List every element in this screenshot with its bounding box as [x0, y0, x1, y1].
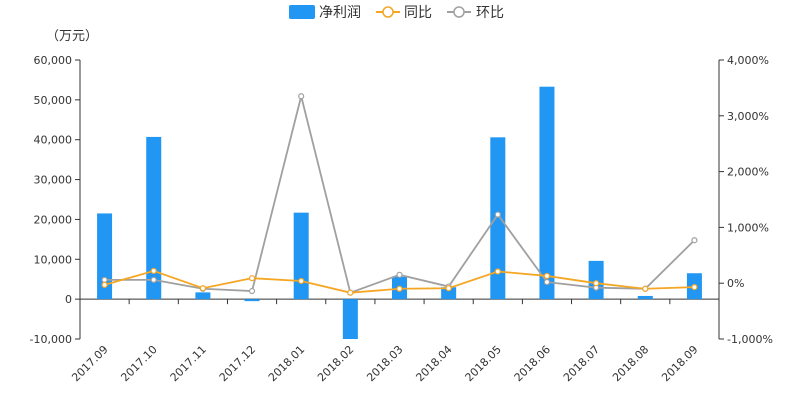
point-mom-2018.01[interactable] — [298, 93, 305, 100]
right-tick-label: 2,000% — [727, 166, 769, 179]
point-yoy-2018.05[interactable] — [494, 268, 501, 275]
legend: 净利润 同比 环比 — [289, 5, 504, 21]
point-mom-2018.05[interactable] — [494, 211, 501, 218]
bar-profit-2018.08[interactable] — [637, 295, 653, 300]
point-yoy-2018.02[interactable] — [347, 289, 354, 296]
point-mom-2018.06[interactable] — [543, 278, 551, 286]
x-tick-label: 2018.04 — [413, 343, 454, 384]
line-series — [101, 93, 698, 296]
bar-series — [97, 86, 702, 339]
point-yoy-2017.12[interactable] — [248, 275, 256, 282]
legend-label-yoy: 同比 — [404, 5, 432, 21]
left-tick-label: 50,000 — [34, 94, 73, 107]
right-tick-label: 3,000% — [727, 110, 769, 123]
left-tick-label: 60,000 — [34, 54, 73, 67]
legend-label-profit: 净利润 — [319, 5, 361, 21]
x-tick-label: 2018.08 — [610, 343, 651, 384]
legend-item-profit[interactable]: 净利润 — [289, 5, 361, 21]
legend-item-mom[interactable]: 环比 — [447, 5, 504, 21]
point-yoy-2018.03[interactable] — [396, 285, 403, 292]
x-tick-label: 2018.05 — [463, 343, 504, 384]
x-tick-label: 2017.09 — [69, 343, 110, 384]
bar-profit-2017.12[interactable] — [244, 299, 260, 302]
x-tick-label: 2017.10 — [118, 343, 159, 384]
right-tick-label: 4,000% — [727, 54, 769, 67]
left-tick-label: 20,000 — [34, 213, 73, 226]
point-yoy-2018.07[interactable] — [593, 280, 600, 287]
point-yoy-2018.08[interactable] — [642, 285, 649, 292]
left-tick-label: 40,000 — [34, 134, 73, 147]
line-mom — [104, 96, 696, 294]
x-tick-label: 2018.06 — [512, 343, 553, 384]
legend-marker-mom — [453, 6, 465, 18]
x-tick-label: 2018.09 — [659, 343, 700, 384]
point-mom-2017.12[interactable] — [248, 287, 256, 295]
point-mom-2017.10[interactable] — [150, 276, 157, 283]
legend-swatch-profit — [289, 5, 315, 19]
left-tick-label: 10,000 — [34, 253, 73, 266]
left-tick-label: 0 — [65, 293, 72, 306]
x-tick-label: 2018.07 — [561, 343, 602, 384]
right-tick-label: 0% — [727, 277, 744, 290]
bar-profit-2018.07[interactable] — [588, 260, 604, 300]
point-mom-2018.03[interactable] — [396, 271, 403, 278]
bar-profit-2018.06[interactable] — [539, 86, 555, 300]
x-tick-label: 2018.01 — [266, 343, 307, 384]
left-tick-label: 30,000 — [34, 174, 73, 187]
legend-item-yoy[interactable]: 同比 — [376, 5, 432, 21]
left-axis-unit-label: （万元） — [46, 29, 98, 44]
point-mom-2017.09[interactable] — [101, 276, 108, 283]
bar-profit-2018.02[interactable] — [342, 299, 358, 339]
x-tick-label: 2017.11 — [168, 343, 209, 384]
right-tick-label: 1,000% — [727, 221, 769, 234]
axes: -10,000 0 10,000 20,000 30,000 40,000 50,000 60… — [30, 54, 773, 346]
right-tick-label: -1,000% — [727, 333, 773, 346]
left-tick-label: -10,000 — [30, 333, 72, 346]
point-yoy-2018.09[interactable] — [691, 284, 698, 291]
bar-profit-2017.09[interactable] — [97, 213, 113, 300]
legend-label-mom: 环比 — [476, 5, 504, 21]
legend-marker-yoy — [382, 6, 394, 18]
x-tick-label: 2018.02 — [315, 343, 356, 384]
bar-profit-2018.04[interactable] — [441, 287, 457, 300]
x-tick-label: 2017.12 — [217, 343, 258, 384]
point-yoy-2018.04[interactable] — [445, 285, 452, 292]
point-yoy-2018.06[interactable] — [543, 272, 551, 280]
bar-profit-2017.10[interactable] — [146, 136, 162, 300]
bar-profit-2018.01[interactable] — [293, 212, 309, 300]
point-yoy-2017.10[interactable] — [150, 267, 157, 275]
point-yoy-2018.01[interactable] — [298, 277, 305, 285]
point-mom-2018.09[interactable] — [691, 237, 698, 244]
point-yoy-2017.09[interactable] — [101, 281, 108, 288]
point-yoy-2017.11[interactable] — [199, 285, 206, 292]
bar-profit-2018.05[interactable] — [490, 137, 506, 300]
x-tick-label: 2018.03 — [364, 343, 405, 384]
bar-profit-2017.11[interactable] — [195, 292, 211, 300]
x-axis-labels: 2017.09 2017.10 2017.11 2017.12 2018.01 2018.… — [69, 343, 700, 384]
